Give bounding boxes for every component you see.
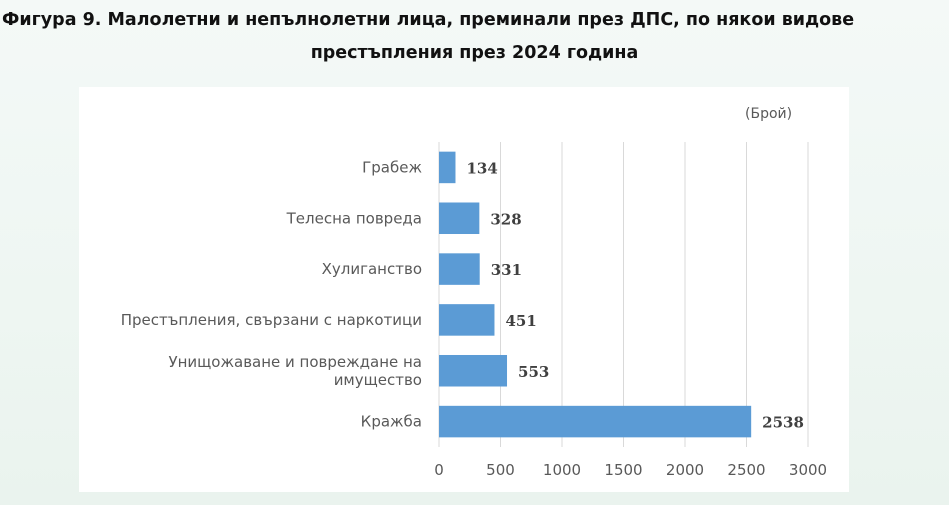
bar-2	[439, 253, 480, 285]
bar-1	[439, 202, 480, 235]
category-label-1: Телесна повреда	[286, 209, 422, 227]
unit-label: (Брой)	[745, 106, 793, 122]
x-tick-label-500: 500	[486, 461, 515, 479]
x-tick-label-0: 0	[434, 461, 444, 479]
chart-title-line-1: Фигура 9. Малолетни и непълнолетни лица,…	[2, 10, 855, 30]
bar-4	[439, 354, 508, 387]
value-label-3: 451	[505, 312, 536, 330]
chart-title: Фигура 9. Малолетни и непълнолетни лица,…	[0, 4, 949, 70]
category-label-2: Хулиганство	[322, 260, 422, 278]
bar-5	[439, 405, 752, 438]
bar-0	[439, 151, 456, 184]
category-label-4-0: Унищожаване и повреждане на	[168, 353, 422, 371]
category-label-0: Грабеж	[362, 158, 422, 176]
value-label-0: 134	[466, 159, 497, 177]
category-label-4-1: имущество	[334, 371, 422, 389]
x-tick-label-1000: 1000	[543, 461, 581, 479]
category-label-3: Престъпления, свързани с наркотици	[121, 311, 422, 329]
value-label-2: 331	[491, 261, 522, 279]
value-label-4: 553	[518, 363, 549, 381]
value-label-5: 2538	[762, 414, 804, 432]
x-tick-label-1500: 1500	[604, 461, 642, 479]
x-tick-label-2000: 2000	[666, 461, 704, 479]
chart-title-line-2: престъпления през 2024 година	[310, 43, 639, 63]
bar-3	[439, 304, 495, 336]
value-label-1: 328	[490, 210, 521, 228]
x-tick-label-2500: 2500	[727, 461, 765, 479]
category-label-5: Кражба	[361, 413, 422, 431]
x-tick-label-3000: 3000	[789, 461, 827, 479]
